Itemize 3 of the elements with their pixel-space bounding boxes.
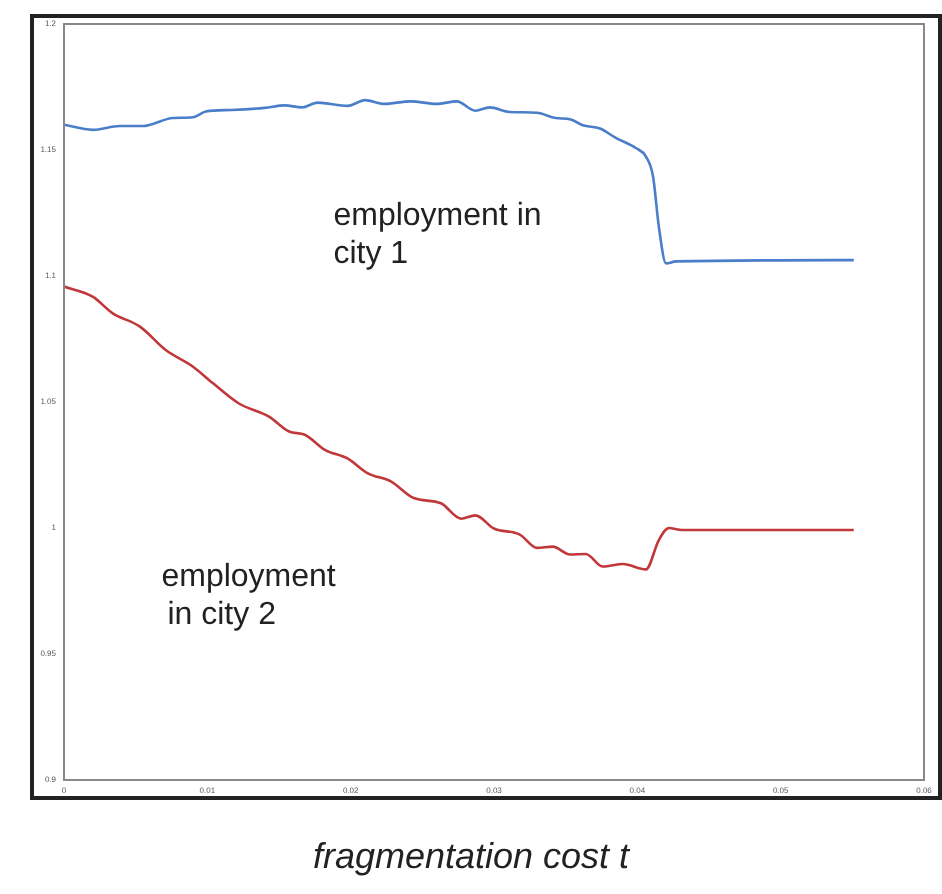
text: employment in city 2 [161, 559, 337, 632]
x-axis-title: fragmentation cost t [310, 836, 632, 878]
text: employment in city 1 [333, 199, 542, 272]
